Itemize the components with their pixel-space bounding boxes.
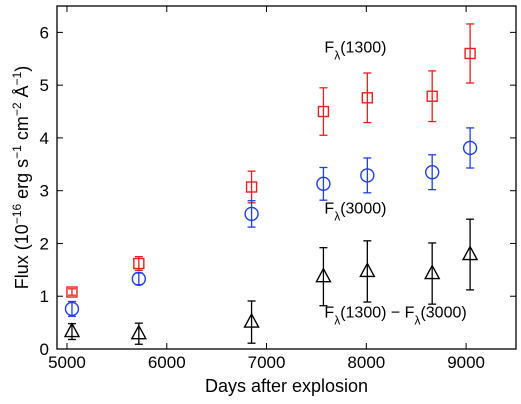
axis-ticks: 5000 6000 7000 8000 9000 0 1 2 3 4 5 6 [40, 6, 516, 372]
y-tick-label: 3 [40, 182, 49, 201]
annotation-text: F [324, 200, 334, 217]
data-point-square [426, 90, 438, 102]
data-point-square [361, 92, 374, 104]
ylabel-exp2: −1 [10, 145, 24, 159]
x-tick-label: 5000 [48, 353, 86, 372]
annotations: Fλ(1300)Fλ(3000)Fλ(1300) − Fλ(3000) [324, 39, 466, 327]
label-f1300: Fλ(1300) [324, 39, 386, 62]
y-tick-label: 5 [40, 76, 49, 95]
ylabel-prefix: Flux (10 [12, 224, 32, 289]
data-point-triangle [424, 264, 441, 280]
annotation-text: (3000) [420, 304, 466, 321]
data-point-triangle [63, 322, 81, 338]
annotation-subscript: λ [414, 313, 420, 327]
x-tick-label: 9000 [447, 353, 485, 372]
x-axis-title: Days after explosion [205, 376, 368, 396]
ylabel-mid2: cm [12, 116, 32, 145]
label-fdiff: Fλ(1300) − Fλ(3000) [324, 304, 466, 327]
annotation-text: (1300) [340, 39, 386, 56]
ylabel-suffix: ) [12, 66, 32, 72]
annotation-subscript: λ [334, 209, 340, 223]
data-point-circle [360, 168, 375, 183]
series-square [66, 23, 476, 298]
data-point-triangle [243, 312, 260, 328]
x-tick-label: 8000 [347, 353, 385, 372]
series-circle [64, 127, 478, 317]
ylabel-mid3: Å [12, 85, 32, 102]
annotation-text: F [405, 304, 415, 321]
data-point-circle [316, 176, 331, 192]
data-point-triangle [130, 324, 147, 340]
data-point-square [133, 257, 145, 270]
data-point-circle [244, 206, 259, 222]
data-point-circle [462, 140, 478, 156]
plot-frame [56, 5, 517, 350]
data-point-triangle [315, 267, 332, 283]
series-triangle [63, 218, 479, 345]
ylabel-exp3: −2 [10, 102, 24, 116]
data-point-triangle [461, 245, 479, 261]
label-f3000: Fλ(3000) [324, 200, 386, 223]
data-point-circle [424, 165, 440, 180]
ylabel-mid1: erg s [12, 159, 32, 204]
y-tick-label: 1 [40, 287, 49, 306]
data-point-square [317, 105, 330, 118]
data-point-circle [131, 271, 147, 287]
annotation-subscript: λ [334, 48, 340, 62]
data-point-circle [64, 301, 80, 317]
y-tick-label: 0 [40, 340, 49, 359]
data-series [63, 23, 479, 345]
data-point-square [245, 181, 258, 193]
annotation-text: F [324, 39, 334, 56]
annotation-subscript: λ [334, 313, 340, 327]
y-tick-label: 6 [40, 23, 49, 42]
y-tick-label: 2 [40, 234, 49, 253]
x-tick-label: 7000 [248, 353, 286, 372]
x-tick-label: 6000 [148, 353, 186, 372]
annotation-text: (1300) − [340, 304, 404, 321]
ylabel-exp1: −16 [10, 204, 24, 225]
data-point-triangle [359, 261, 376, 278]
annotation-text: F [324, 304, 334, 321]
y-tick-label: 4 [40, 129, 49, 148]
data-point-square [464, 47, 476, 60]
y-axis-title: Flux (10−16 erg s−1 cm−2 Å−1) [10, 66, 32, 290]
ylabel-exp4: −1 [10, 71, 24, 85]
annotation-text: (3000) [340, 200, 386, 217]
data-point-square [66, 286, 78, 298]
